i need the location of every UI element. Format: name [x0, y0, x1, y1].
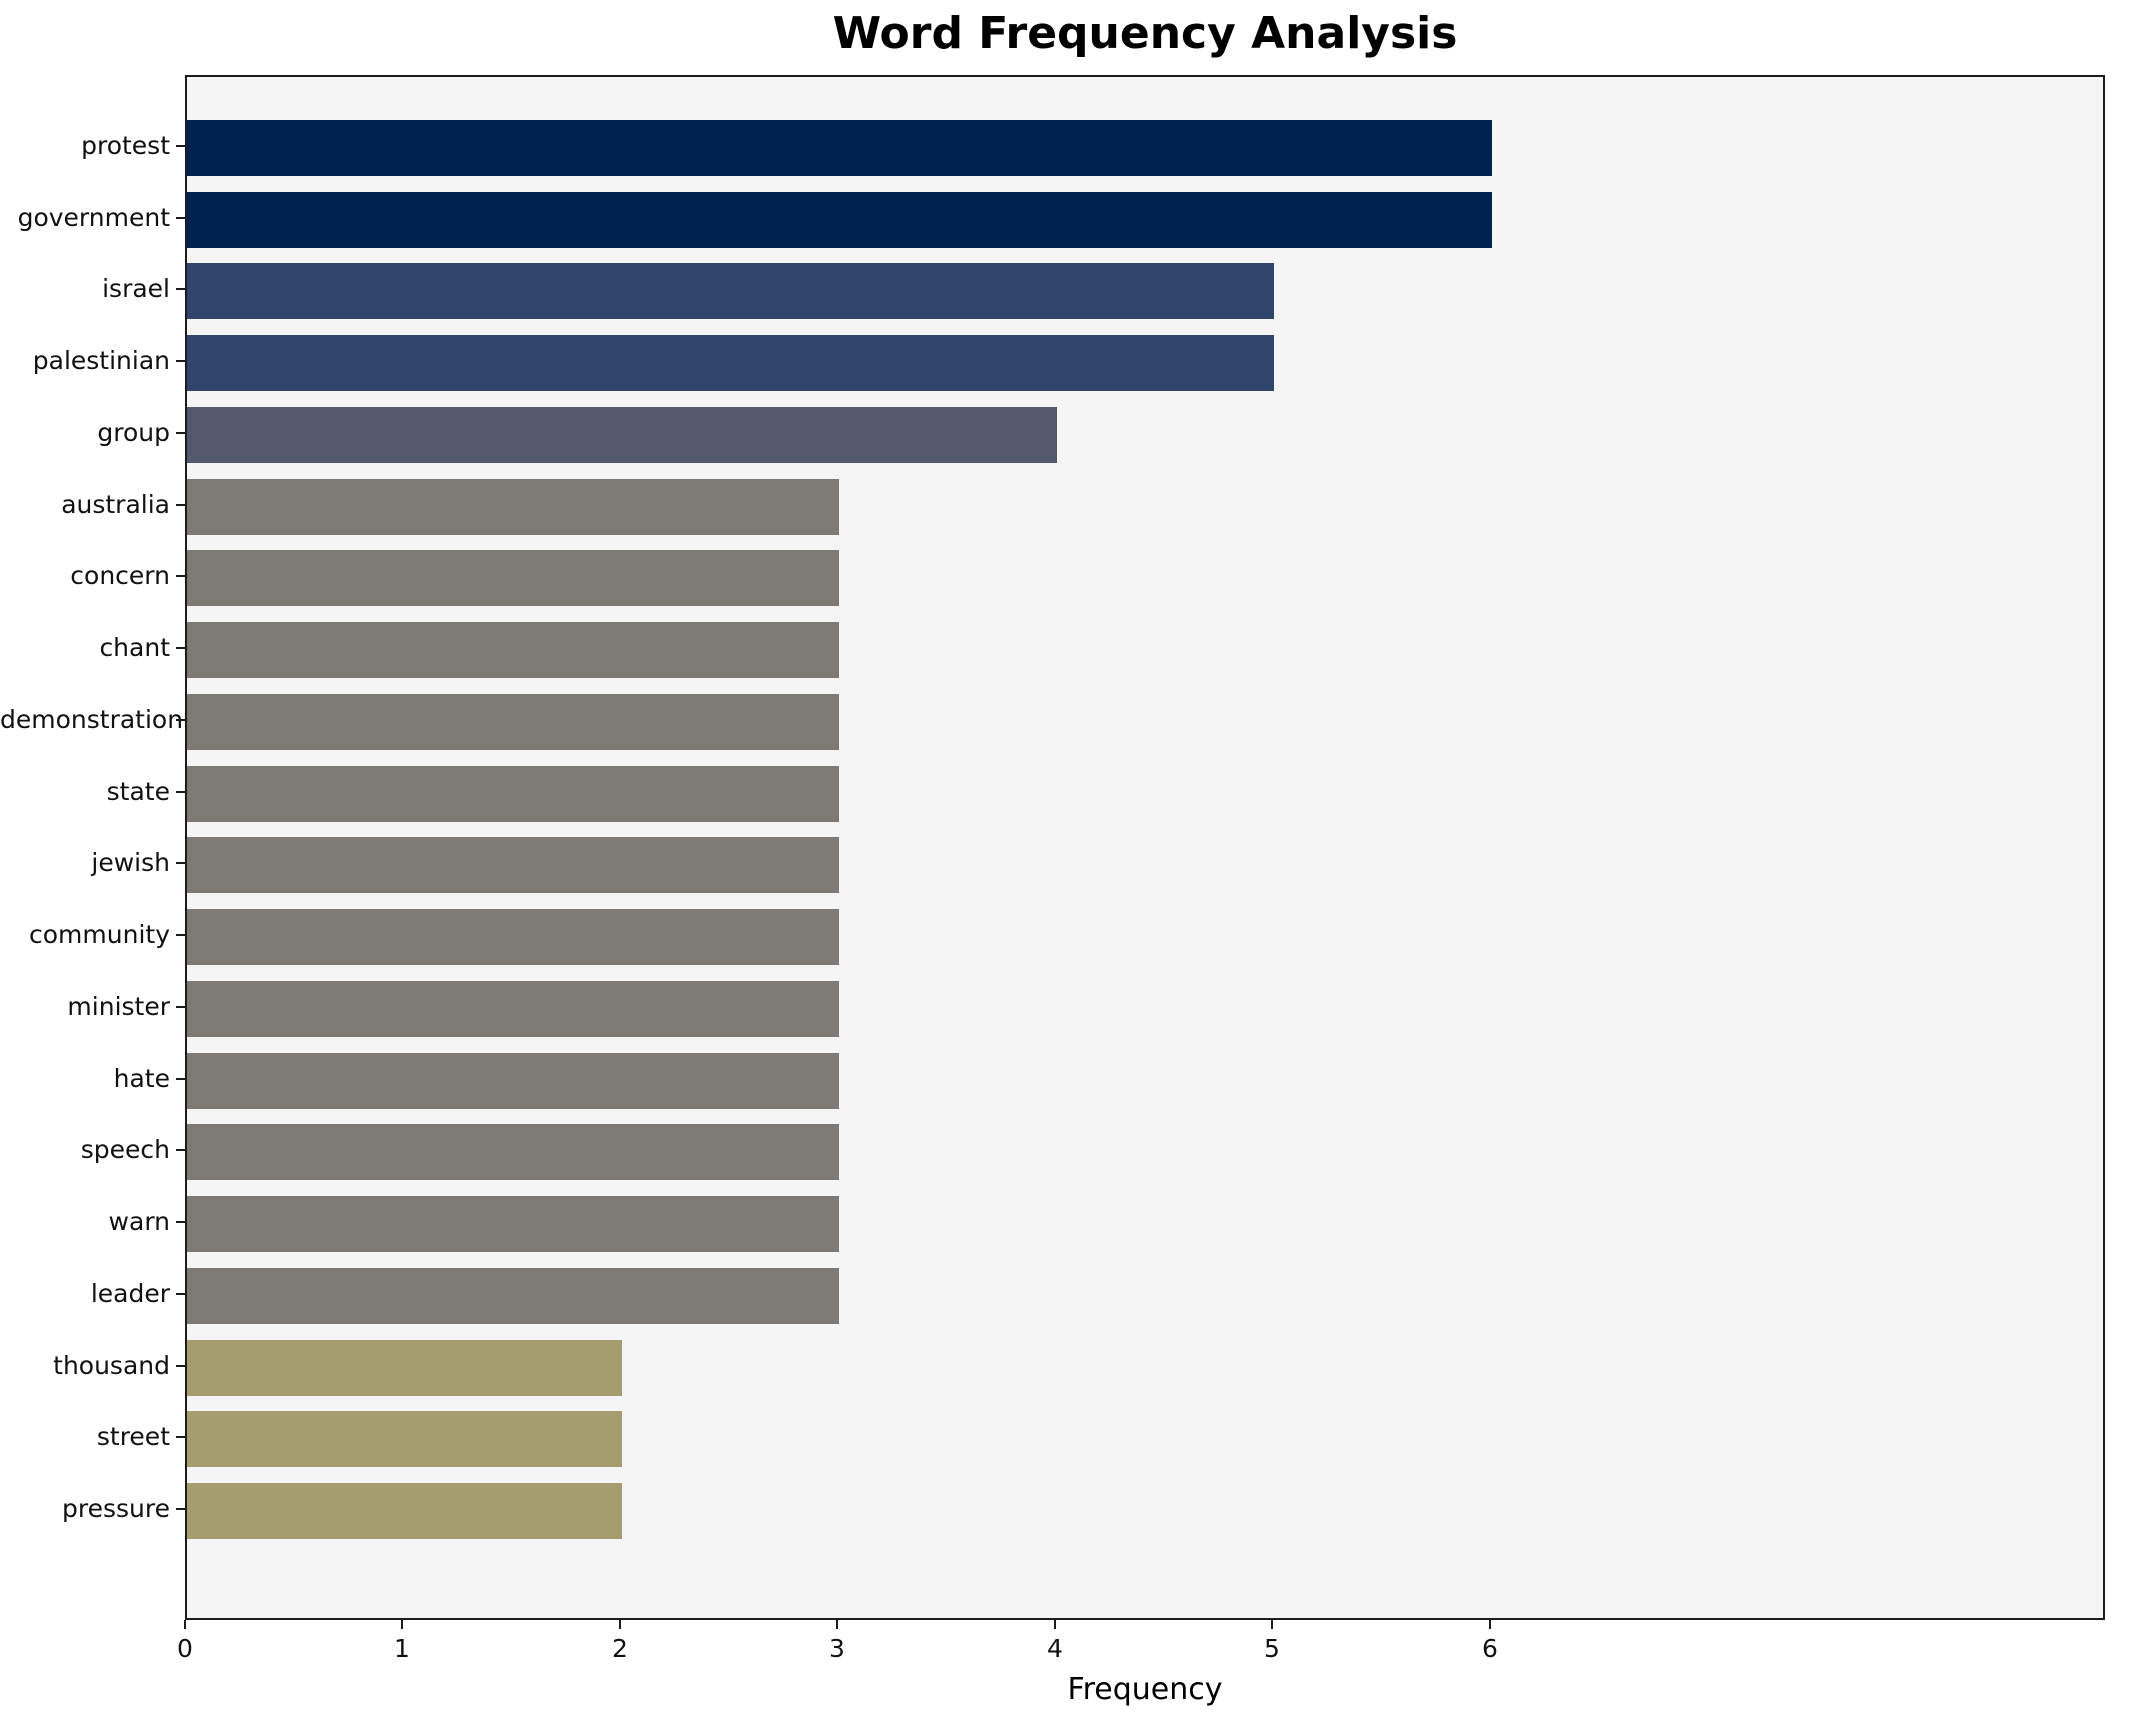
- chart-title: Word Frequency Analysis: [832, 8, 1458, 59]
- y-tick-label-state: state: [106, 777, 170, 806]
- y-tick-label-minister: minister: [67, 992, 170, 1021]
- y-tick-label-demonstration: demonstration: [0, 705, 184, 734]
- y-tick-mark: [176, 145, 185, 147]
- y-tick-mark: [176, 1221, 185, 1223]
- y-tick-mark: [176, 1365, 185, 1367]
- y-tick-label-leader: leader: [90, 1279, 170, 1308]
- x-tick-label-6: 6: [1482, 1634, 1498, 1663]
- y-tick-label-government: government: [17, 203, 170, 232]
- y-tick-label-speech: speech: [80, 1135, 170, 1164]
- x-tick-label-0: 0: [177, 1634, 193, 1663]
- y-tick-mark: [176, 1508, 185, 1510]
- y-tick-mark: [176, 791, 185, 793]
- bar-state: [187, 766, 839, 822]
- y-tick-mark: [176, 360, 185, 362]
- y-tick-mark: [176, 647, 185, 649]
- y-tick-mark: [176, 1436, 185, 1438]
- y-tick-mark: [176, 288, 185, 290]
- bar-palestinian: [187, 335, 1274, 391]
- bar-jewish: [187, 837, 839, 893]
- y-tick-label-warn: warn: [108, 1207, 170, 1236]
- y-tick-mark: [176, 1149, 185, 1151]
- bar-chant: [187, 622, 839, 678]
- bar-pressure: [187, 1483, 622, 1539]
- x-axis-label: Frequency: [1067, 1672, 1223, 1707]
- x-tick-mark: [184, 1620, 186, 1629]
- bar-street: [187, 1411, 622, 1467]
- x-tick-mark: [401, 1620, 403, 1629]
- y-tick-label-thousand: thousand: [53, 1351, 170, 1380]
- x-tick-label-5: 5: [1264, 1634, 1280, 1663]
- y-tick-mark: [176, 1006, 185, 1008]
- bar-thousand: [187, 1340, 622, 1396]
- bar-hate: [187, 1053, 839, 1109]
- y-tick-label-australia: australia: [61, 490, 170, 519]
- y-tick-label-protest: protest: [81, 131, 170, 160]
- x-tick-label-3: 3: [829, 1634, 845, 1663]
- bar-israel: [187, 263, 1274, 319]
- bar-australia: [187, 479, 839, 535]
- x-tick-mark: [1489, 1620, 1491, 1629]
- y-tick-mark: [176, 862, 185, 864]
- y-tick-label-pressure: pressure: [62, 1494, 170, 1523]
- y-tick-mark: [176, 217, 185, 219]
- y-tick-mark: [176, 1293, 185, 1295]
- x-tick-mark: [836, 1620, 838, 1629]
- x-tick-mark: [619, 1620, 621, 1629]
- bar-community: [187, 909, 839, 965]
- x-tick-label-1: 1: [394, 1634, 410, 1663]
- bar-speech: [187, 1124, 839, 1180]
- y-tick-label-community: community: [29, 920, 170, 949]
- x-tick-label-2: 2: [612, 1634, 628, 1663]
- bar-minister: [187, 981, 839, 1037]
- y-tick-mark: [176, 934, 185, 936]
- bar-group: [187, 407, 1057, 463]
- y-tick-mark: [176, 504, 185, 506]
- y-tick-mark: [176, 575, 185, 577]
- bar-demonstration: [187, 694, 839, 750]
- y-tick-label-concern: concern: [70, 561, 170, 590]
- y-tick-label-hate: hate: [113, 1064, 170, 1093]
- y-tick-mark: [176, 432, 185, 434]
- y-tick-mark: [176, 1078, 185, 1080]
- bar-warn: [187, 1196, 839, 1252]
- bar-protest: [187, 120, 1492, 176]
- y-tick-label-group: group: [97, 418, 170, 447]
- x-tick-mark: [1271, 1620, 1273, 1629]
- plot-area: [185, 75, 2105, 1620]
- y-tick-label-jewish: jewish: [91, 848, 170, 877]
- bar-government: [187, 192, 1492, 248]
- bar-concern: [187, 550, 839, 606]
- bar-leader: [187, 1268, 839, 1324]
- x-tick-label-4: 4: [1047, 1634, 1063, 1663]
- y-tick-label-street: street: [96, 1422, 170, 1451]
- y-tick-label-palestinian: palestinian: [32, 346, 170, 375]
- y-tick-mark: [176, 719, 185, 721]
- y-tick-label-israel: israel: [102, 274, 170, 303]
- x-tick-mark: [1054, 1620, 1056, 1629]
- y-tick-label-chant: chant: [99, 633, 170, 662]
